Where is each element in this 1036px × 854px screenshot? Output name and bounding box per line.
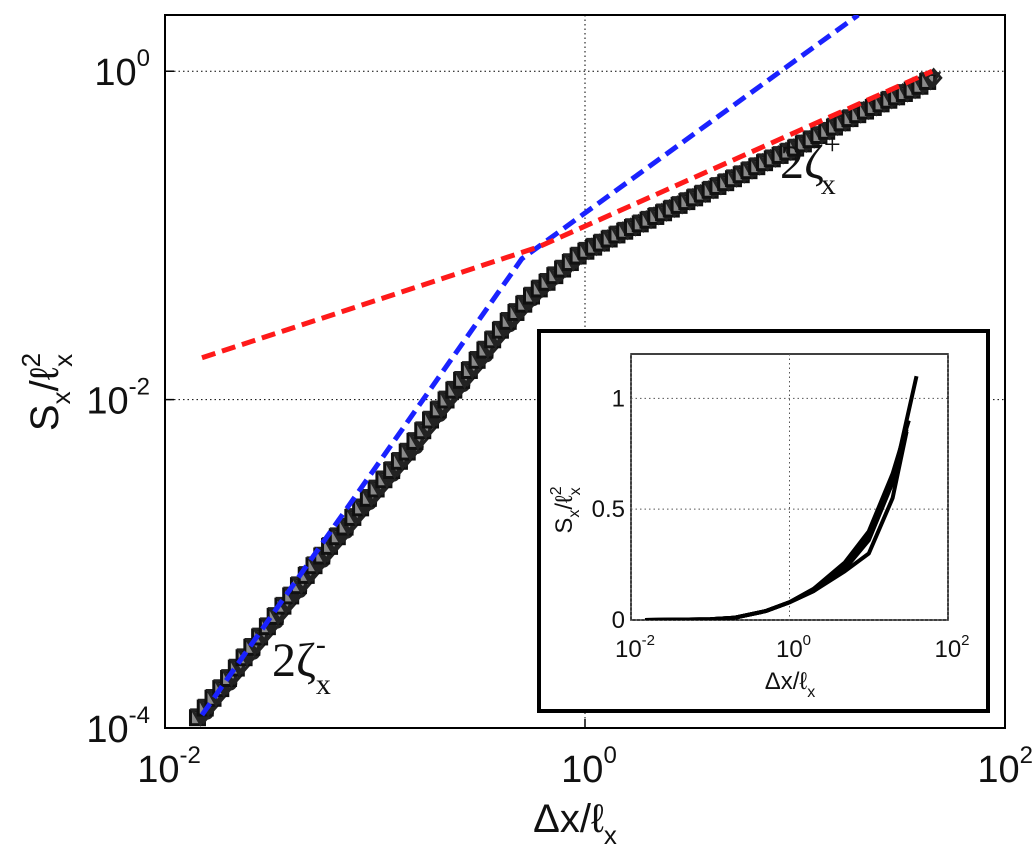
main-x-tick-label: 100 [561, 742, 617, 791]
inset-x-label-sub: x [807, 684, 815, 701]
main-y-axis-label: Sx/ℓ2x [16, 353, 78, 431]
main-y-tick-label: 100 [94, 45, 150, 94]
fit-line-small-scale [199, 15, 860, 717]
inset-x-axis-label: Δx/ℓx [765, 668, 815, 701]
main-y-label-sub1: x [46, 391, 76, 404]
main-y-label-sub2: x [48, 354, 78, 367]
inset-x-label-text: Δx/ℓ [765, 668, 808, 695]
main-x-tick-label: 102 [977, 742, 1033, 791]
main-data-markers [188, 67, 943, 727]
main-y-label-mid: /ℓ [23, 367, 67, 391]
main-y-label-s: S [23, 404, 67, 431]
inset-y-label-s: S [551, 518, 578, 534]
main-y-label-sup: 2 [16, 353, 46, 367]
annotation-large-sub: x [821, 168, 836, 201]
annotation-small-scale: 2ζ- x [272, 628, 331, 701]
annotation-small-sub: x [316, 668, 331, 701]
main-x-label-text: Δx/ℓ [533, 797, 604, 841]
inset-grid [630, 354, 949, 621]
inset-y-label-sup: 2 [548, 486, 565, 495]
inset-x-tick-label: 100 [776, 632, 811, 663]
annotation-small-sup: - [316, 628, 326, 661]
inset-y-axis-label: Sx/ℓ2 x [548, 486, 584, 533]
main-x-axis-label: Δx/ℓx [533, 797, 617, 850]
inset-y-tick-label: 1 [612, 385, 625, 412]
annotation-large-coef: 2ζ [780, 136, 824, 189]
main-fit-lines [199, 15, 934, 717]
main-x-tick-label: 10-2 [137, 742, 201, 791]
svg-text:Sx/ℓ2x: Sx/ℓ2x [16, 353, 78, 431]
fit-line-large-scale [201, 68, 934, 361]
inset-x-tick-label: 10-2 [615, 632, 655, 663]
inset-data-line [644, 419, 911, 620]
main-y-tick-label: 10-2 [86, 374, 150, 423]
annotation-small-coef: 2ζ [272, 634, 316, 687]
inset-y-tick-label: 0 [612, 607, 625, 634]
svg-text:Sx/ℓ2x: Sx/ℓ2x [548, 486, 584, 533]
inset-data-lines [644, 375, 919, 620]
inset-tick-labels: 10-2 100 102 0 0.5 1 [592, 385, 970, 663]
main-y-tick-label: 10-4 [86, 702, 150, 751]
inset-y-tick-label: 0.5 [592, 496, 625, 523]
inset-y-label-sub2: x [567, 487, 584, 495]
inset-y-label-sub1: x [566, 510, 583, 518]
inset-y-label-mid: /ℓ [551, 495, 578, 510]
annotation-large-scale: 2ζ+ x [780, 128, 841, 201]
main-x-label-sub: x [604, 820, 617, 850]
annotation-large-sup: + [824, 128, 841, 161]
inset-x-tick-label: 102 [934, 632, 969, 663]
